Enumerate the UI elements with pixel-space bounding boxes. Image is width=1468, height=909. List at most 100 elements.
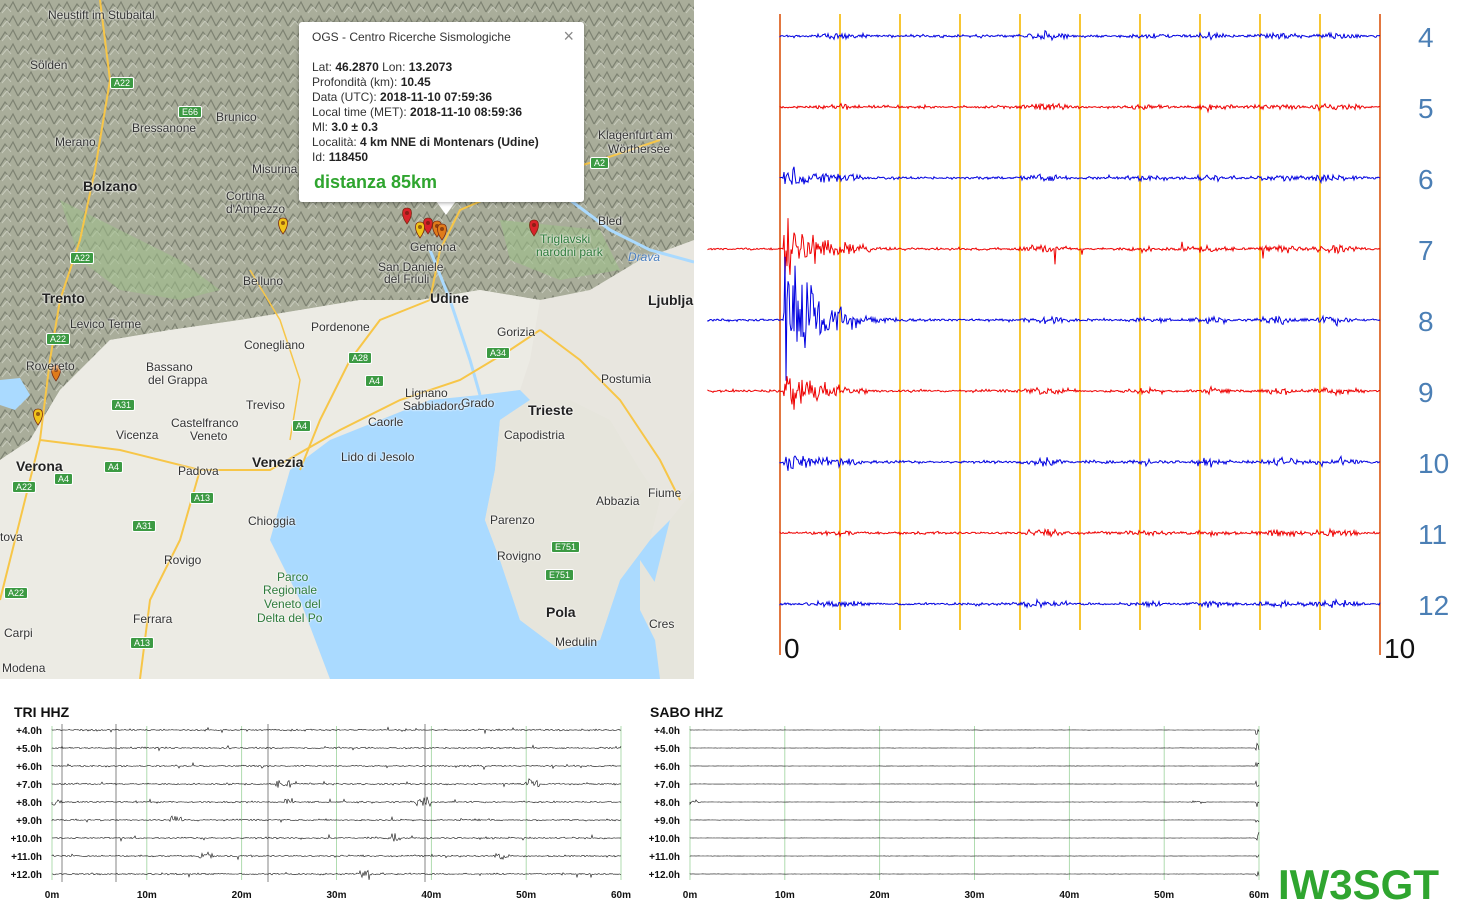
map-label: Capodistria [504,428,565,442]
helicorder-trace [689,780,1260,787]
trace-row-label: 8 [1418,306,1434,337]
map-panel[interactable]: Neustift im Stubaital Sölden Bressanone Bru… [0,0,694,679]
map-label: Sabbiadoro [403,399,465,413]
minute-label: 10m [775,890,795,901]
map-label: Trento [42,290,85,306]
popup-line: Local time (MET): 2018-11-10 08:59:36 [312,105,539,120]
road-shield: E751 [545,569,575,581]
seismic-trace [707,218,1381,276]
seismic-trace [779,597,1381,609]
map-label: Lignano [405,386,448,400]
seismogram-panel: 4 5 6 7 8 9 10 11 12 0 10 [707,14,1449,664]
popup-line-label: Località: [312,135,361,149]
map-label: Fiume [648,486,682,500]
map-label: Padova [178,464,219,478]
helicorder-title: SABO HHZ [650,704,724,720]
event-marker-icon[interactable] [51,364,61,382]
trace-row-label: 9 [1418,377,1434,408]
event-marker-icon[interactable] [402,207,412,225]
map-label: d'Ampezzo [226,202,285,216]
helicorder-trace [51,726,622,735]
map-label: Belluno [243,274,284,288]
map-label: Merano [55,135,96,149]
helicorder-trace [52,869,622,880]
hour-label: +6.0h [654,762,680,773]
helicorder-trace [689,728,1260,735]
seismic-trace [779,29,1381,42]
popup-line: Ml: 3.0 ± 0.3 [312,120,539,135]
map-label: Delta del Po [257,611,323,625]
seismic-trace [779,102,1380,114]
map-label: Wörthersee [608,142,671,156]
trace-row-label: 5 [1418,93,1434,124]
event-marker-icon[interactable] [437,223,447,241]
trace-row-label: 10 [1418,448,1449,479]
map-label: Gorizia [497,325,536,339]
popup-details: Lat: 46.2870 Lon: 13.2073 Profondità (km)… [312,60,539,165]
hour-label: +11.0h [11,852,42,863]
helicorder-trace [689,761,1260,767]
popup-line-label: Id: [312,150,329,164]
minute-label: 60m [611,890,631,901]
map-label: Cres [649,617,675,631]
hour-label: +5.0h [654,744,680,755]
map-label: Parenzo [490,513,535,527]
road-shield: A22 [4,587,29,599]
map-label: Parco [277,570,309,584]
road-shield: A2 [590,157,610,169]
map-label: Venezia [252,454,304,470]
popup-line: Località: 4 km NNE di Montenars (Udine) [312,135,539,150]
hour-label: +7.0h [16,780,42,791]
seismic-trace [779,166,1381,185]
map-label: Drava [628,250,661,264]
map-label: Ljubljana [648,292,694,308]
road-shield: A13 [130,637,155,649]
seismic-trace [779,455,1381,471]
map-label: del Friuli [384,272,430,286]
hour-label: +12.0h [11,870,42,881]
hour-label: +6.0h [16,762,42,773]
map-label: Regionale [263,583,318,597]
event-marker-icon[interactable] [415,221,425,239]
trace-row-label: 4 [1418,22,1434,53]
map-label: Triglavski [540,232,591,246]
popup-line-value: 13.2073 [408,60,453,74]
helicorder-trace [689,799,1260,807]
popup-line-value: 4 km NNE di Montenars (Udine) [360,135,539,149]
map-label: Bassano [146,360,193,374]
map-label: San Daniele [378,260,444,274]
hour-label: +4.0h [654,726,680,737]
road-shield: E66 [178,106,203,118]
event-marker-icon[interactable] [529,219,539,237]
map-label: Veneto del [264,597,321,611]
hour-label: +10.0h [11,834,42,845]
map-label: Bled [598,214,623,228]
map-label: Udine [430,290,469,306]
road-shield: A22 [110,77,135,89]
helicorder-trace [689,854,1260,858]
popup-line-label: Lon: [378,60,409,74]
event-marker-icon[interactable] [278,217,288,235]
popup-line: Profondità (km): 10.45 [312,75,539,90]
map-label: Bolzano [83,178,138,194]
event-marker-icon[interactable] [33,408,43,426]
road-shield: A22 [70,252,95,264]
minute-label: 20m [870,890,890,901]
minute-label: 30m [326,890,346,901]
hour-label: +5.0h [16,744,42,755]
minute-label: 30m [964,890,984,901]
close-icon[interactable]: × [563,26,574,46]
popup-line: Id: 118450 [312,150,539,165]
map-label: Pola [546,604,576,620]
helicorder-sabo: SABO HHZ 0m 10m 20m 30m 40m 50m 60m +4.0h +5.0h +6… [649,704,1270,901]
map-label: Cortina [226,189,265,203]
helicorder-trace [51,815,622,823]
map-label: Grado [461,396,495,410]
map-label: Carpi [4,626,33,640]
road-shield: A22 [12,481,37,493]
map-label: Conegliano [244,338,305,352]
road-shield: E751 [551,541,581,553]
minute-label: 10m [137,890,157,901]
map-label: Neustift im Stubaital [48,8,155,22]
popup-line-value: 118450 [328,150,369,164]
